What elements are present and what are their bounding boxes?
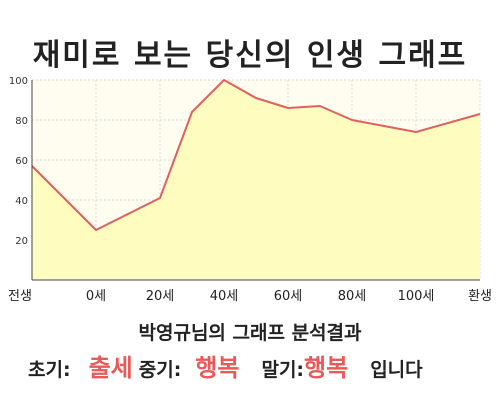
x-tick-label: 전생 (8, 289, 32, 304)
analysis-subtitle: 박영규님의 그래프 분석결과 (138, 322, 362, 344)
x-tick-label: 환생 (468, 289, 492, 304)
result-suffix: 입니다 (370, 359, 423, 381)
x-tick-label: 80세 (338, 289, 367, 304)
y-tick-label: 80 (15, 116, 28, 127)
y-tick-label: 60 (15, 156, 28, 167)
plot-area: 20 40 60 80 100 전생 0세 20세 40세 60세 80세 100세 환생 (8, 76, 492, 304)
x-tick-label: 100세 (398, 289, 435, 304)
late-label: 말기: (261, 359, 305, 381)
x-tick-label: 0세 (86, 289, 106, 304)
life-area-fill (32, 80, 480, 280)
page-title: 재미로 보는 당신의 인생 그래프 (32, 38, 468, 73)
y-tick-label: 40 (15, 196, 28, 207)
early-value: 출세 (88, 354, 133, 382)
life-series-line (31, 79, 481, 231)
analysis-result: 초기: 출세 중기: 행복 말기:행복 입니다 (28, 348, 488, 383)
early-label: 초기: (28, 359, 71, 381)
x-tick-label: 60세 (274, 289, 303, 304)
x-tick-label: 20세 (146, 289, 175, 304)
mid-value: 행복 (195, 354, 240, 382)
y-tick-label: 20 (15, 236, 28, 247)
late-value: 행복 (304, 354, 349, 382)
y-tick-label: 100 (9, 76, 28, 87)
x-tick-label: 40세 (210, 289, 239, 304)
mid-label: 중기: (138, 359, 182, 381)
